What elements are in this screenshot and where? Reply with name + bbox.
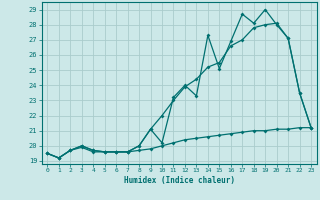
X-axis label: Humidex (Indice chaleur): Humidex (Indice chaleur) (124, 176, 235, 185)
